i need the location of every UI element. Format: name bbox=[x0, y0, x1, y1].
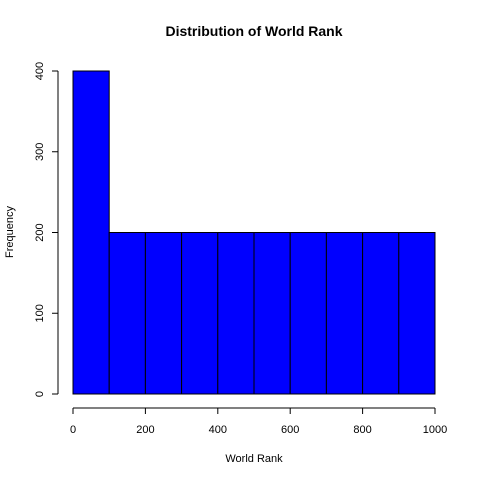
x-tick-label-4: 800 bbox=[353, 424, 371, 436]
histogram-bar-3 bbox=[182, 233, 218, 395]
bars-group bbox=[73, 71, 435, 394]
x-tick-label-3: 600 bbox=[281, 424, 299, 436]
y-axis: 0 100 200 300 400 bbox=[34, 62, 58, 397]
histogram-bar-8 bbox=[363, 233, 399, 395]
histogram-bar-2 bbox=[145, 233, 181, 395]
chart-title: Distribution of World Rank bbox=[165, 23, 342, 39]
histogram-bar-0 bbox=[73, 71, 109, 394]
x-tick-label-0: 0 bbox=[70, 424, 76, 436]
y-tick-label-0: 0 bbox=[34, 391, 46, 397]
histogram-bar-6 bbox=[290, 233, 326, 395]
x-tick-label-2: 400 bbox=[209, 424, 227, 436]
x-axis: 0 200 400 600 800 1000 bbox=[70, 408, 447, 436]
y-axis-label: Frequency bbox=[4, 206, 16, 258]
histogram-bar-1 bbox=[109, 233, 145, 395]
y-tick-label-1: 100 bbox=[34, 304, 46, 322]
x-tick-label-5: 1000 bbox=[423, 424, 447, 436]
histogram-bar-4 bbox=[218, 233, 254, 395]
histogram-bar-5 bbox=[254, 233, 290, 395]
x-axis-label: World Rank bbox=[225, 453, 283, 465]
x-tick-label-1: 200 bbox=[136, 424, 154, 436]
y-tick-label-4: 400 bbox=[34, 62, 46, 80]
histogram-bar-7 bbox=[326, 233, 362, 395]
histogram-bar-9 bbox=[399, 233, 435, 395]
y-tick-label-2: 200 bbox=[34, 223, 46, 241]
y-tick-label-3: 300 bbox=[34, 143, 46, 161]
